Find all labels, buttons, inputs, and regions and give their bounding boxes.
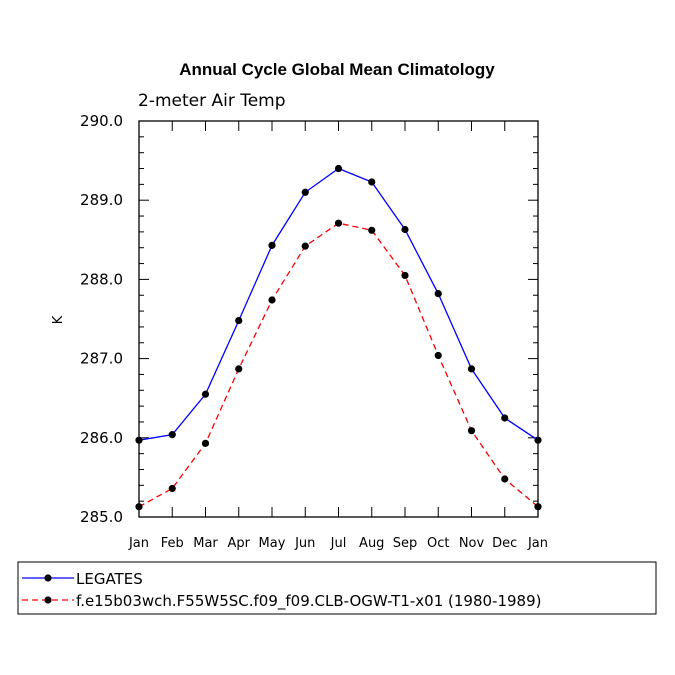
x-tick-label: Aug xyxy=(359,536,384,551)
series-1-point xyxy=(368,178,376,186)
series-1-point xyxy=(434,290,442,298)
series-1-point xyxy=(534,436,542,444)
series-2-point xyxy=(534,503,542,511)
series-1-point xyxy=(168,431,176,439)
y-tick-label: 289.0 xyxy=(80,191,123,209)
x-tick-label: Jun xyxy=(294,536,315,551)
series-2-point xyxy=(434,351,442,360)
series-2-point xyxy=(301,242,309,250)
series-2-point xyxy=(168,484,176,493)
chart-title: Annual Cycle Global Mean Climatology xyxy=(179,60,495,79)
series-2-point xyxy=(501,475,509,483)
x-tick-label: May xyxy=(259,536,286,551)
series-2-point xyxy=(201,439,210,447)
y-tick-label: 288.0 xyxy=(80,270,123,288)
series-1-point xyxy=(401,225,409,234)
series-2-point xyxy=(467,427,476,435)
legend-box xyxy=(17,561,657,615)
plot-frame xyxy=(138,120,539,518)
series-1-point xyxy=(301,188,309,196)
legend-marker-1 xyxy=(44,574,52,582)
series-1-point xyxy=(135,436,143,444)
series-2-point xyxy=(268,296,276,304)
series-2-point xyxy=(334,219,343,227)
series-1-point xyxy=(334,164,343,173)
x-tick-label: Oct xyxy=(427,536,449,551)
x-tick-label: Jan xyxy=(128,536,149,551)
x-tick-label: Nov xyxy=(459,536,485,551)
series-2-point xyxy=(135,503,143,511)
series-2-point xyxy=(235,365,243,373)
series-1-point xyxy=(235,316,243,325)
x-tick-label: Jan xyxy=(527,536,548,551)
series-2-point xyxy=(368,226,376,234)
series-1-point xyxy=(501,414,509,422)
x-tick-label: Dec xyxy=(492,536,517,551)
chart-subtitle: 2-meter Air Temp xyxy=(138,91,286,111)
series-2-point xyxy=(401,271,409,280)
y-axis-label: K xyxy=(51,315,66,324)
x-tick-label: Apr xyxy=(228,536,251,551)
y-tick-label: 290.0 xyxy=(80,112,123,130)
x-tick-label: Feb xyxy=(161,536,184,551)
y-tick-label: 287.0 xyxy=(80,350,123,368)
x-tick-label: Mar xyxy=(193,536,218,551)
series-1-point xyxy=(201,390,210,398)
x-tick-label: Sep xyxy=(393,536,418,551)
series-1-point xyxy=(467,365,476,373)
x-tick-label: Jul xyxy=(330,536,347,551)
series-line-1 xyxy=(138,167,539,441)
legend-label-1: LEGATES xyxy=(76,570,143,588)
y-tick-label: 286.0 xyxy=(80,429,123,447)
series-line-2 xyxy=(138,222,539,508)
y-tick-label: 285.0 xyxy=(80,508,123,526)
legend-label-2: f.e15b03wch.F55W5SC.f09_f09.CLB-OGW-T1-x… xyxy=(76,592,541,611)
series-1-point xyxy=(268,241,276,249)
legend-marker-2 xyxy=(44,596,52,604)
